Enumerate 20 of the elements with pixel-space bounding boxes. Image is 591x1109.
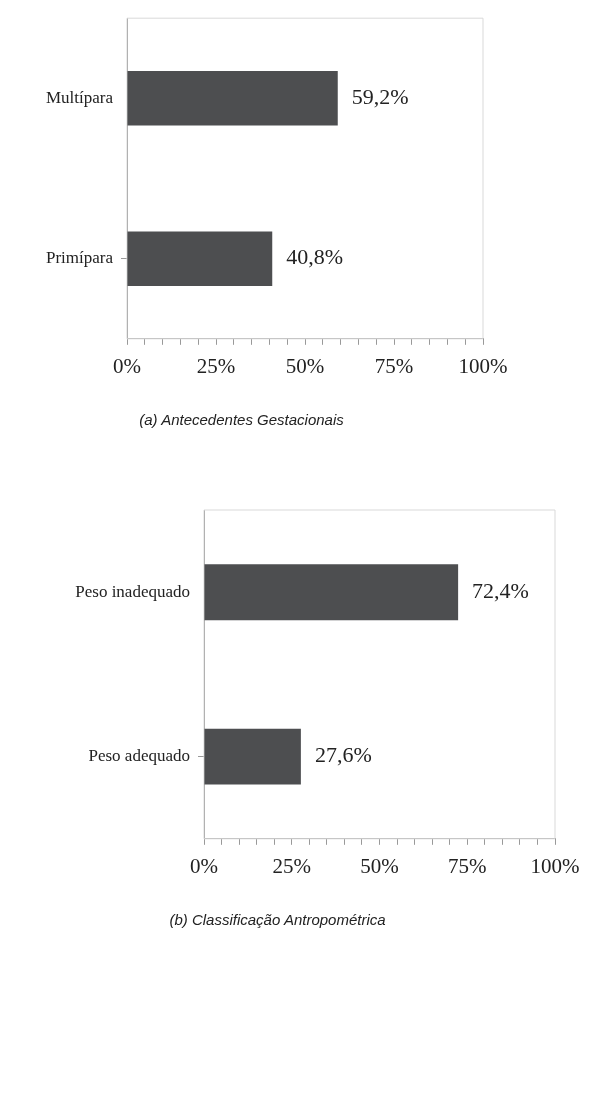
x-tick-label: 100% (458, 353, 508, 378)
data-label: 40,8% (286, 244, 344, 270)
y-tick-label: Primípara (45, 248, 114, 268)
x-tick-label: 75% (374, 353, 414, 378)
x-tick-label: 25% (272, 853, 311, 878)
text: (b) Classificação Antropométrica (169, 911, 386, 929)
text: (a) Antecedentes Gestacionais (139, 411, 345, 429)
data-label: 27,6% (314, 742, 372, 768)
x-tick-label: 25% (196, 353, 236, 378)
y-tick-label: Peso inadequado (75, 581, 190, 601)
y-tick-label: Multípara (45, 87, 114, 107)
y-tick-label: Peso adequado (88, 746, 190, 766)
x-tick-label: 50% (285, 353, 325, 378)
x-tick-label: 75% (448, 853, 487, 878)
data-label: 72,4% (472, 577, 529, 603)
data-label: 59,2% (351, 84, 409, 110)
x-tick-label: 0% (190, 853, 218, 878)
x-tick-label: 50% (360, 853, 399, 878)
x-tick-label: 0% (113, 353, 141, 378)
x-tick-label: 100% (530, 853, 580, 878)
